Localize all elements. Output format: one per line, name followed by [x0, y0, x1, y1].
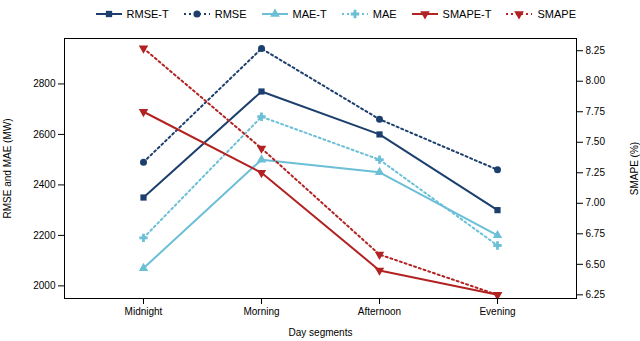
svg-text:7.50: 7.50	[586, 136, 606, 147]
svg-text:2000: 2000	[33, 280, 56, 291]
svg-text:6.25: 6.25	[586, 289, 606, 300]
html-text:SMAPE-T: SMAPE-T	[442, 8, 492, 20]
svg-text:Morning: Morning	[243, 306, 279, 317]
svg-text:7.25: 7.25	[586, 167, 606, 178]
svg-text:6.75: 6.75	[586, 228, 606, 239]
svg-text:Afternoon: Afternoon	[358, 306, 401, 317]
svg-text:Midnight: Midnight	[125, 306, 163, 317]
svg-text:2200: 2200	[33, 230, 56, 241]
svg-text:7.00: 7.00	[586, 197, 606, 208]
svg-text:Day segments: Day segments	[289, 327, 353, 338]
html-text:MAE-T: MAE-T	[292, 8, 327, 20]
svg-text:SMAPE (%): SMAPE (%)	[629, 142, 640, 195]
svg-text:2800: 2800	[33, 78, 56, 89]
html-text:MAE: MAE	[372, 8, 397, 20]
svg-text:8.25: 8.25	[586, 45, 606, 56]
svg-text:2400: 2400	[33, 179, 56, 190]
svg-text:Evening: Evening	[479, 306, 515, 317]
svg-text:8.00: 8.00	[586, 75, 606, 86]
html-text:SMAPE: SMAPE	[537, 8, 576, 20]
svg-text:2600: 2600	[33, 129, 56, 140]
svg-text:RMSE and MAE (MW): RMSE and MAE (MW)	[2, 118, 13, 218]
svg-text:7.75: 7.75	[586, 106, 606, 117]
svg-text:6.50: 6.50	[586, 259, 606, 270]
html-text:RMSE: RMSE	[214, 8, 247, 20]
html-text:RMSE-T: RMSE-T	[126, 8, 169, 20]
